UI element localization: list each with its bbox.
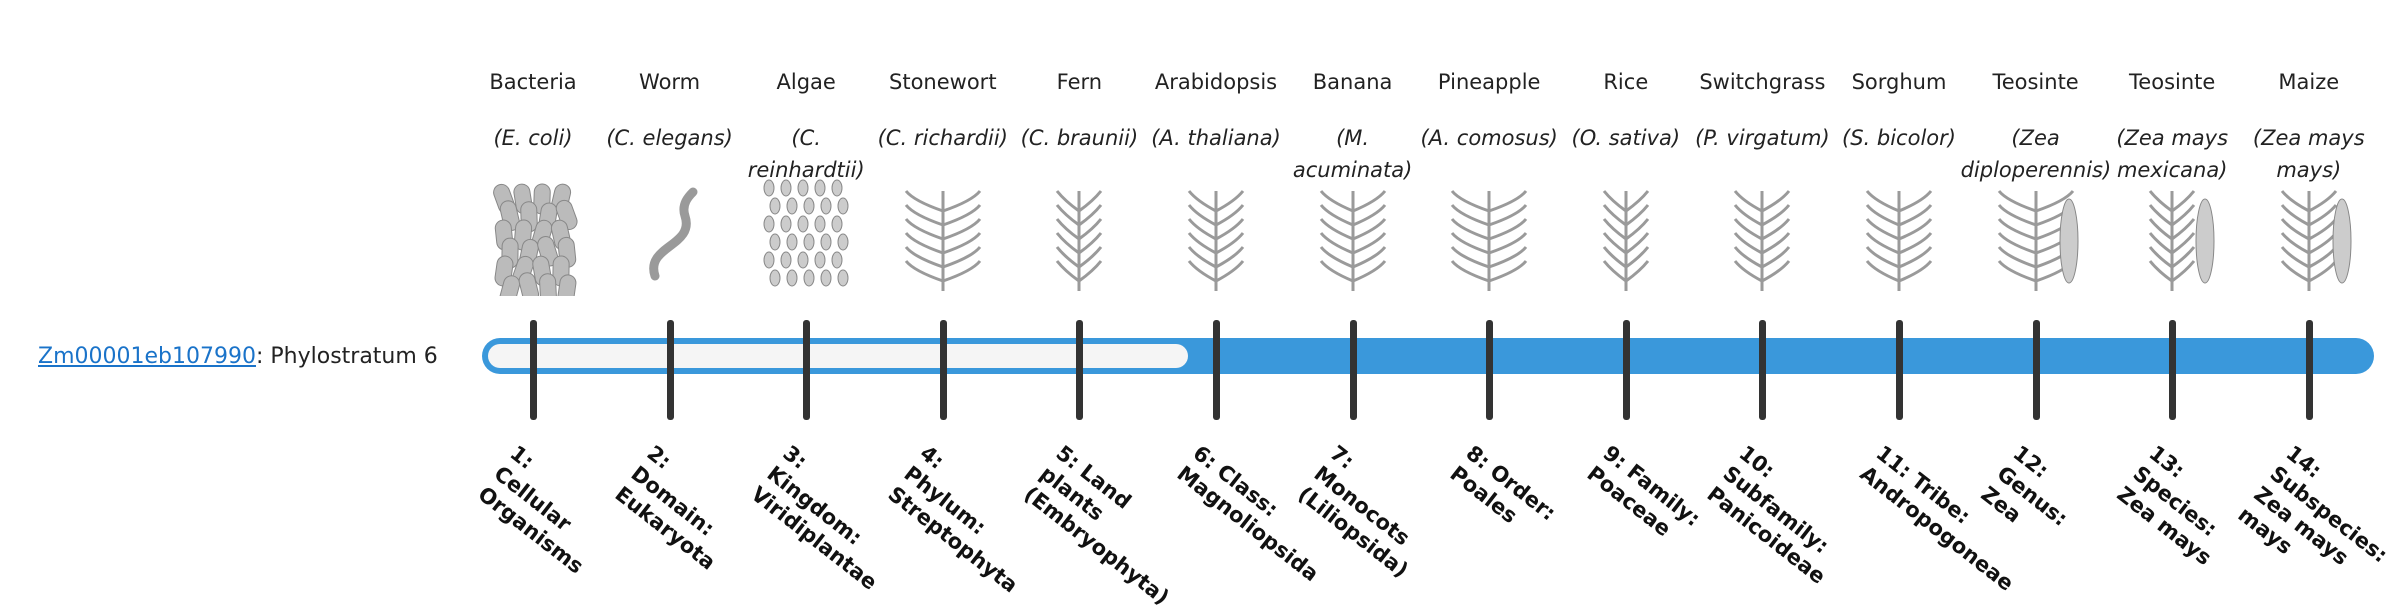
organism-common-name: Sorghum (1851, 70, 1947, 94)
stratum-label: 14: Subspecies: Zea mays mays (2233, 440, 2392, 570)
organism-scientific-name: (C. richardii) (877, 126, 1008, 150)
stratum-label: 13: Species: Zea mays (2112, 440, 2222, 570)
stratum-label: 9: Family: Poaceae (1582, 440, 1705, 542)
organism-scientific-name: (Zea mays mays) (2252, 126, 2365, 182)
organism-icon (1981, 176, 2091, 296)
stratum-label: 5: Land plants (Embryophyta) (1019, 440, 1175, 610)
organism-illustration (1451, 189, 1528, 291)
organism-icon (1434, 176, 1544, 296)
organism-illustration (1319, 190, 1386, 291)
stratum-tick (1486, 320, 1494, 420)
organism-illustration (763, 179, 849, 287)
organism-scientific-name: (C. braunii) (1020, 126, 1139, 150)
organism-common-name: Teosinte (2129, 70, 2216, 94)
organism-illustration (1187, 190, 1245, 291)
organism-common-name: Worm (639, 70, 701, 94)
organism-icon (888, 176, 998, 296)
organism-common-name: Fern (1056, 70, 1103, 94)
organism-scientific-name: (P. virgatum) (1695, 126, 1830, 150)
organism-illustration (1602, 190, 1649, 291)
stratum-label: 6: Class: Magnoliopsida (1172, 440, 1324, 587)
organism-illustration (1865, 190, 1933, 291)
gene-heading: Zm00001eb107990: Phylostratum 6 (38, 340, 438, 374)
organism-scientific-name: (Zea diploperennis) (1960, 126, 2112, 182)
organism-illustration (648, 187, 698, 281)
stratum-label: 11: Tribe: Andropogoneae (1855, 440, 2019, 596)
stratum-label: 10: Subfamily: Panicoideae (1702, 440, 1834, 589)
stratum-label: 4: Phylum: Streptophyta (883, 440, 1023, 598)
organism-common-name: Bacteria (489, 70, 577, 94)
organism-icon (2117, 176, 2227, 296)
stratum-tick (939, 320, 947, 420)
stratum-tick (666, 320, 674, 420)
organism-scientific-name: (O. sativa) (1571, 126, 1681, 150)
organism-scientific-name: (C. reinhardtii) (747, 126, 865, 182)
organism-common-name: Banana (1312, 70, 1393, 94)
stratum-tick (530, 320, 537, 420)
stratum-tick (1213, 320, 1220, 420)
organism-common-name: Algae (776, 70, 836, 94)
stratum-tick (1349, 320, 1357, 420)
organism-scientific-name: (A. thaliana) (1151, 126, 1281, 150)
organism-common-name: Teosinte (1992, 70, 2079, 94)
stratum-label: 1: Cellular Organisms (473, 440, 589, 579)
stratum-label: 8: Order: Poales (1445, 440, 1561, 529)
organism-illustration (1056, 190, 1103, 291)
organism-common-name: Stonewort (889, 70, 997, 94)
organism-icon (1707, 176, 1817, 296)
organism-common-name: Pineapple (1437, 70, 1541, 94)
stratum-label: 12: Genus: Zea (1976, 440, 2072, 531)
organism-illustration (2149, 190, 2215, 291)
stratum-label: 7: Monocots (Liliopsida) (1293, 440, 1414, 583)
stratum-label: 2: Domain: Eukaryota (610, 440, 720, 575)
organism-scientific-name: (M. acuminata) (1292, 126, 1413, 182)
organism-scientific-name: (E. coli) (493, 126, 573, 150)
organism-icon (2254, 176, 2364, 296)
organism-icon (1571, 176, 1681, 296)
stratum-tick (1896, 320, 1903, 420)
organism-icon (478, 176, 588, 306)
organism-illustration (493, 183, 578, 306)
gene-link[interactable]: Zm00001eb107990 (38, 344, 256, 369)
stratum-tick (2032, 320, 2040, 420)
organism-scientific-name: (A. comosus) (1420, 126, 1558, 150)
stratum-label: 3: Kingdom: Viridiplantae (746, 440, 882, 595)
page: Zm00001eb107990: Phylostratum 6 Bacteria… (38, 70, 2392, 610)
gene-status: : Phylostratum 6 (255, 344, 438, 369)
stratum-tick (2169, 320, 2177, 420)
organism-illustration (904, 189, 981, 291)
stratum-tick (1622, 320, 1630, 420)
organism-common-name: Arabidopsis (1154, 70, 1278, 94)
organism-scientific-name: (Zea mays mexicana) (2116, 126, 2229, 182)
organism-icon (1024, 176, 1134, 296)
organism-common-name: Switchgrass (1699, 70, 1826, 94)
stratum-tick (2305, 320, 2313, 420)
organism-icon (1161, 176, 1271, 296)
organism-common-name: Rice (1603, 70, 1649, 94)
stratum-tick (1076, 320, 1084, 420)
organism-scientific-name: (C. elegans) (606, 126, 733, 150)
organism-icon (1298, 176, 1408, 296)
stratum-tick (803, 320, 811, 420)
stratum-bar-unfilled (488, 344, 1188, 368)
organism-illustration (1734, 190, 1791, 291)
organism-scientific-name: (S. bicolor) (1842, 126, 1956, 150)
organism-common-name: Maize (2278, 70, 2340, 94)
organism-icon (1844, 176, 1954, 296)
organism-icon (751, 176, 861, 296)
stratum-tick (1759, 320, 1767, 420)
organism-illustration (2280, 190, 2352, 291)
organism-illustration (1997, 189, 2079, 291)
phylostratum-view: Zm00001eb107990: Phylostratum 6 Bacteria… (38, 70, 2392, 610)
organism-icon (615, 176, 725, 296)
